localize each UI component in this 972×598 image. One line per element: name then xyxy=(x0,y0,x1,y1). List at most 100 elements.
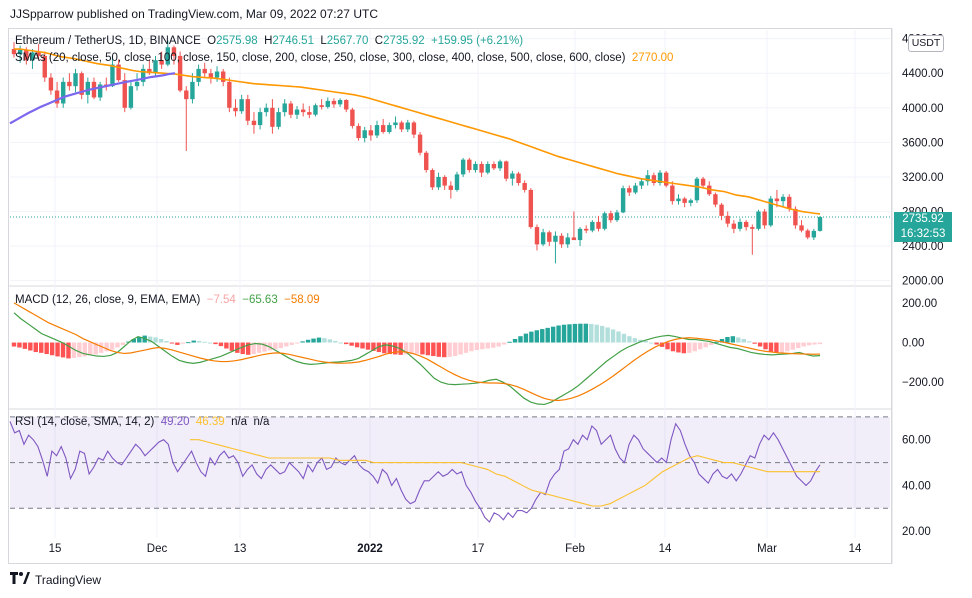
candle-body xyxy=(61,81,66,104)
macd-histogram-bar xyxy=(289,342,294,345)
candle-body xyxy=(596,221,601,229)
macd-histogram-bar xyxy=(207,342,213,344)
candle-body xyxy=(774,198,780,202)
macd-histogram-bar xyxy=(730,336,736,343)
macd-histogram-bar xyxy=(665,342,670,350)
macd-histogram-bar xyxy=(676,342,681,353)
macd-histogram-bar xyxy=(393,342,398,355)
candle-body xyxy=(633,185,638,193)
candle-body xyxy=(713,194,718,205)
macd-histogram-bar xyxy=(431,342,436,357)
candle-body xyxy=(479,163,484,173)
candle-body xyxy=(657,172,663,183)
change-value: +159.95 (+6.21%) xyxy=(431,35,524,47)
candle-body xyxy=(614,212,620,221)
candle-body xyxy=(540,232,546,245)
rsi-tick-label: 60.00 xyxy=(902,435,931,447)
symbol-title: Ethereum / TetherUS, 1D, BINANCE xyxy=(15,35,201,47)
candle-body xyxy=(177,55,183,91)
currency-button[interactable]: USDT xyxy=(908,35,944,52)
sma-20-line xyxy=(14,48,821,215)
macd-histogram-bar xyxy=(186,342,191,344)
macd-histogram-bar xyxy=(344,342,349,345)
macd-histogram-bar xyxy=(66,342,71,359)
candle-body xyxy=(417,134,423,153)
candle-body xyxy=(793,208,798,226)
macd-histogram-bar xyxy=(403,342,409,355)
candle-body xyxy=(147,68,152,74)
macd-histogram-bar xyxy=(322,338,327,343)
candle-body xyxy=(141,68,146,82)
candle-body xyxy=(227,81,232,108)
macd-histogram-bar xyxy=(747,341,752,343)
price-tick-label: 4000.00 xyxy=(902,103,944,115)
candle-body xyxy=(356,125,361,139)
sma-200-line xyxy=(9,72,176,125)
macd-histogram-bar xyxy=(474,342,480,351)
candle-body xyxy=(731,223,737,229)
candle-body xyxy=(516,173,521,183)
rsi-na-2: n/a xyxy=(253,416,270,428)
candle-body xyxy=(387,125,392,132)
candle-body xyxy=(171,47,177,56)
candle-body xyxy=(67,81,72,87)
candle-body xyxy=(565,237,570,245)
candle-body xyxy=(196,68,201,82)
x-tick-label: Dec xyxy=(147,543,168,555)
rsi-title: RSI (14, close, SMA, 14, 2) xyxy=(15,416,155,428)
macd-histogram-bar xyxy=(82,342,87,357)
candle-body xyxy=(184,90,189,100)
macd-histogram-bar xyxy=(11,342,17,347)
macd-signal-value: −58.09 xyxy=(284,294,320,306)
candle-body xyxy=(430,170,435,188)
macd-histogram-bar xyxy=(333,340,338,343)
macd-histogram-bar xyxy=(703,342,708,348)
brand-bar[interactable]: TradingView xyxy=(10,572,101,587)
candle-body xyxy=(300,109,306,113)
candle-body xyxy=(97,84,103,98)
candle-body xyxy=(294,109,300,115)
macd-histogram-bar xyxy=(507,341,512,343)
macd-histogram-bar xyxy=(790,342,795,350)
candle-body xyxy=(270,107,275,127)
macd-histogram-bar xyxy=(589,323,594,343)
candle-body xyxy=(313,105,318,115)
candle-body xyxy=(110,64,115,87)
rsi-tick-label: 20.00 xyxy=(902,526,931,538)
macd-histogram-bar xyxy=(458,342,463,355)
macd-tick-label: −200.00 xyxy=(902,377,944,389)
candle-body xyxy=(442,176,447,186)
macd-histogram-bar xyxy=(240,342,245,355)
candle-body xyxy=(134,81,140,87)
macd-histogram-bar xyxy=(115,342,120,348)
macd-histogram-bar xyxy=(779,342,785,353)
macd-histogram-bar xyxy=(436,342,441,357)
macd-histogram-bar xyxy=(654,342,659,345)
high-label: H xyxy=(264,35,273,47)
macd-histogram-bar xyxy=(55,342,60,357)
candle-body xyxy=(473,163,478,171)
macd-histogram-bar xyxy=(736,337,741,343)
macd-histogram-bar xyxy=(98,342,104,353)
candle-body xyxy=(571,237,577,241)
macd-histogram-bar xyxy=(578,323,583,343)
macd-histogram-bar xyxy=(22,342,28,349)
macd-histogram-bar xyxy=(491,342,496,348)
macd-tick-label: 200.00 xyxy=(902,298,937,310)
macd-histogram-bar xyxy=(534,330,540,343)
macd-histogram-bar xyxy=(616,331,621,343)
signal-line xyxy=(13,302,821,402)
candle-body xyxy=(239,99,244,112)
candle-body xyxy=(663,172,669,186)
macd-histogram-bar xyxy=(757,342,763,347)
candle-body xyxy=(399,122,404,130)
candle-body xyxy=(676,198,681,202)
candle-body xyxy=(719,204,724,216)
macd-histogram-bar xyxy=(817,342,823,345)
macd-histogram-bar xyxy=(256,342,262,353)
candle-body xyxy=(602,213,607,229)
macd-histogram-bar xyxy=(169,342,175,344)
candle-body xyxy=(245,99,251,121)
macd-histogram-bar xyxy=(469,342,474,352)
